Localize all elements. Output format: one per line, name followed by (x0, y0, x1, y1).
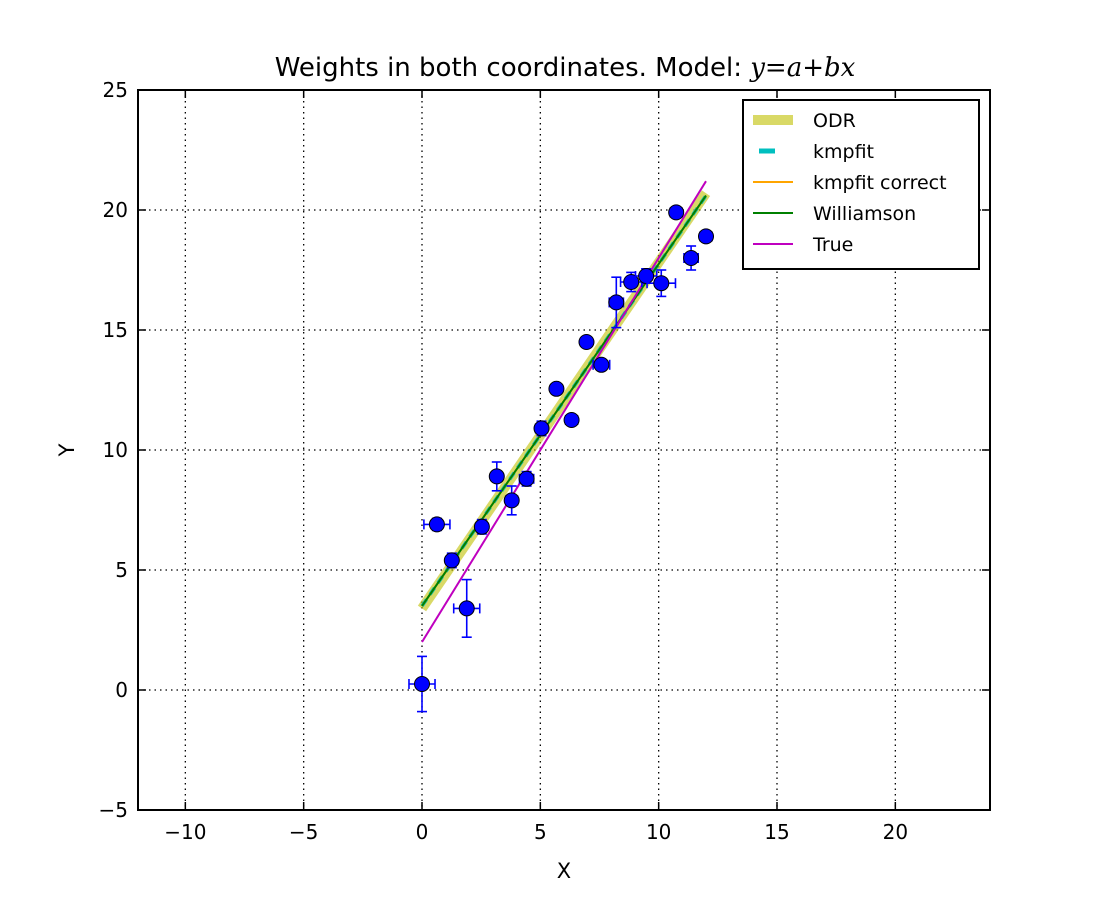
point-marker (473, 518, 490, 535)
legend-label: kmpfit correct (813, 172, 947, 194)
legend-entry: Williamson (753, 203, 916, 225)
x-tick-label: 0 (416, 820, 429, 844)
data-point (423, 516, 451, 533)
legend-entry: kmpfit (759, 141, 874, 163)
chart-title-math: y=a+bx (749, 53, 855, 83)
point-marker (533, 420, 550, 437)
y-tick-label: 20 (103, 198, 128, 222)
y-tick-label: −5 (99, 798, 128, 822)
legend-entry: ODR (753, 110, 856, 132)
y-tick-label: 0 (115, 678, 128, 702)
legend-entry: True (753, 234, 853, 256)
x-tick-label: −10 (164, 820, 206, 844)
legend-label: True (812, 234, 853, 256)
x-tick-label: 15 (764, 820, 789, 844)
legend-box (742, 99, 980, 270)
point-marker (503, 492, 520, 509)
data-point (698, 228, 714, 245)
data-point (646, 269, 677, 298)
data-point (408, 655, 436, 713)
point-marker (608, 294, 625, 311)
data-point (488, 461, 505, 492)
y-tick-label: 15 (103, 318, 128, 342)
x-tick-label: 20 (883, 820, 908, 844)
chart-title-text: Weights in both coordinates. Model: (275, 53, 751, 83)
point-marker (548, 380, 565, 397)
data-point (452, 578, 481, 639)
data-point (533, 420, 550, 437)
legend-label: kmpfit (813, 141, 874, 163)
data-point (608, 276, 625, 329)
fit-lines (417, 180, 711, 643)
legend-label: ODR (813, 110, 856, 132)
series-line-williamson (421, 195, 707, 607)
point-marker (638, 268, 655, 284)
data-point (668, 204, 685, 221)
y-tick-label: 5 (115, 558, 128, 582)
x-tick-label: 5 (534, 820, 547, 844)
y-tick-label: 10 (103, 438, 128, 462)
data-point (443, 552, 460, 569)
point-marker (683, 250, 700, 266)
point-marker (458, 600, 475, 617)
data-point (473, 518, 490, 535)
legend-label: Williamson (813, 203, 916, 225)
data-point (578, 334, 595, 350)
point-marker (428, 516, 445, 533)
point-marker (698, 228, 714, 245)
data-point (563, 412, 580, 428)
x-axis-title: X (557, 859, 571, 883)
x-tick-label: 10 (646, 820, 671, 844)
series-line-true (421, 180, 707, 643)
legend-entry: kmpfit correct (753, 172, 947, 194)
legend: ODR kmpfit kmpfit correct Williamson True (742, 99, 980, 270)
point-marker (593, 356, 610, 373)
point-marker (518, 470, 535, 487)
axis-ticks: −10 −5 0 5 10 15 20 −5 0 5 10 15 20 25 (99, 78, 990, 844)
data-point (683, 245, 700, 271)
point-marker (443, 552, 460, 569)
point-marker (653, 275, 670, 292)
point-marker (414, 676, 430, 692)
chart-title: Weights in both coordinates. Model: y=a+… (275, 53, 856, 83)
point-marker (488, 468, 505, 485)
data-point (634, 267, 658, 285)
y-axis-title: Y (55, 443, 79, 457)
x-tick-label: −5 (289, 820, 318, 844)
data-point (518, 470, 535, 487)
data-points (408, 204, 714, 713)
data-point (548, 380, 565, 397)
point-marker (578, 334, 595, 350)
point-marker (563, 412, 580, 428)
point-marker (668, 204, 685, 221)
data-point (503, 485, 520, 516)
y-tick-label: 25 (103, 78, 128, 102)
data-point (592, 356, 611, 373)
